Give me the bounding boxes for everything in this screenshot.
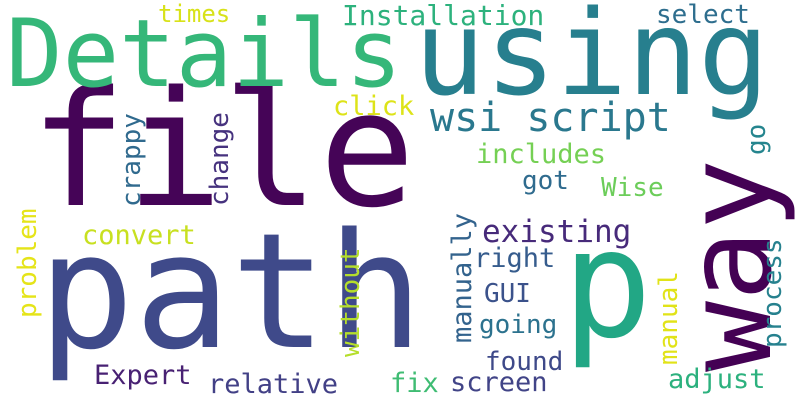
- word-crappy: crappy: [117, 113, 147, 207]
- word-screen: screen: [450, 367, 548, 398]
- word-click: click: [333, 91, 415, 122]
- word-convert: convert: [82, 220, 196, 251]
- word-wise: Wise: [601, 173, 664, 203]
- word-file: file: [30, 56, 416, 243]
- word-fix: fix: [390, 368, 439, 399]
- word-go: go: [742, 123, 772, 155]
- word-problem: problem: [13, 208, 43, 318]
- word-select: select: [656, 0, 750, 30]
- word-going: going: [479, 310, 558, 340]
- word-wsi-script: wsi script: [430, 95, 671, 141]
- word-p: p: [562, 198, 653, 372]
- word-path: path: [38, 198, 424, 385]
- word-includes: includes: [476, 139, 607, 170]
- word-got: got: [522, 166, 569, 196]
- word-expert: Expert: [94, 360, 192, 391]
- word-manual: manual: [654, 271, 684, 365]
- word-right: right: [474, 243, 556, 274]
- word-times: times: [158, 0, 231, 28]
- word-relative: relative: [208, 369, 339, 400]
- word-manually: manually: [447, 212, 478, 343]
- word-installation: Installation: [342, 0, 545, 32]
- word-details: Details: [6, 0, 403, 109]
- word-change: change: [205, 112, 235, 206]
- word-found: found: [485, 347, 564, 377]
- word-gui: GUI: [484, 279, 531, 309]
- word-using: using: [414, 0, 770, 122]
- word-adjust: adjust: [668, 364, 766, 395]
- word-process: process: [758, 238, 788, 348]
- word-without: without: [336, 247, 366, 357]
- word-existing: existing: [482, 214, 632, 250]
